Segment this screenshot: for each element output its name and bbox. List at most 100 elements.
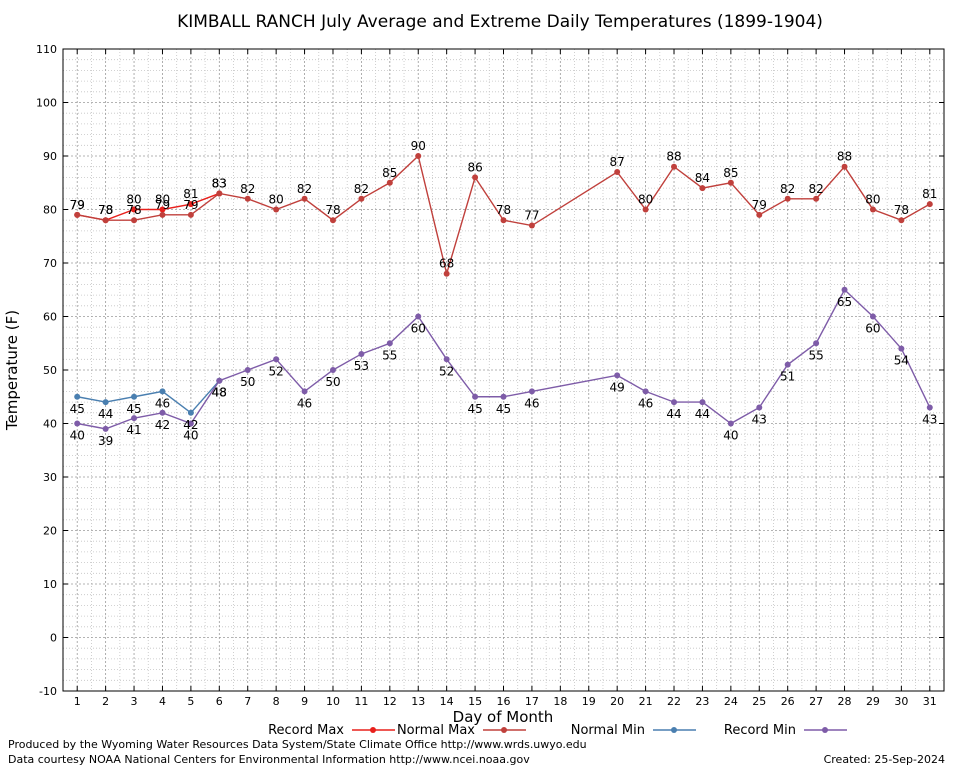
x-tick-label: 25 [752, 695, 766, 708]
data-point [74, 211, 81, 218]
data-label: 90 [411, 139, 426, 153]
data-point [614, 169, 621, 176]
data-point [187, 211, 194, 218]
y-tick-label: 80 [43, 204, 57, 217]
data-label: 79 [155, 198, 170, 212]
footer-produced-by: Produced by the Wyoming Water Resources … [8, 738, 587, 751]
y-tick-label: 10 [43, 578, 57, 591]
data-label: 78 [98, 203, 113, 217]
data-point [358, 350, 365, 357]
data-label: 82 [297, 182, 312, 196]
data-label: 40 [70, 429, 85, 443]
data-label: 53 [354, 359, 369, 373]
data-label: 65 [837, 295, 852, 309]
data-label: 80 [126, 193, 141, 207]
data-label: 52 [439, 364, 454, 378]
data-label: 40 [183, 429, 198, 443]
data-label: 88 [666, 150, 681, 164]
x-tick-label: 22 [667, 695, 681, 708]
data-point [74, 393, 81, 400]
data-point [926, 201, 933, 208]
data-label: 44 [98, 407, 113, 421]
data-label: 49 [610, 380, 625, 394]
x-tick-label: 6 [216, 695, 223, 708]
data-point [131, 415, 138, 422]
data-point [841, 286, 848, 293]
x-tick-label: 13 [411, 695, 425, 708]
data-point [699, 185, 706, 192]
x-tick-label: 26 [781, 695, 795, 708]
data-point [500, 393, 507, 400]
data-point [727, 179, 734, 186]
data-point [898, 217, 905, 224]
data-point [159, 206, 166, 213]
data-label: 46 [155, 396, 170, 410]
data-point [386, 179, 393, 186]
data-label: 54 [894, 354, 909, 368]
legend-label: Record Min [724, 723, 796, 738]
data-point [699, 399, 706, 406]
y-tick-label: 60 [43, 311, 57, 324]
data-point [472, 174, 479, 181]
legend-marker [671, 727, 677, 733]
data-point [187, 420, 194, 427]
y-tick-label: 70 [43, 257, 57, 270]
y-tick-label: 30 [43, 471, 57, 484]
x-tick-label: 1 [74, 695, 81, 708]
data-label: 43 [922, 412, 937, 426]
data-label: 44 [666, 407, 681, 421]
data-label: 84 [695, 171, 710, 185]
data-point [386, 340, 393, 347]
x-tick-label: 3 [131, 695, 138, 708]
data-point [244, 195, 251, 202]
data-label: 82 [240, 182, 255, 196]
data-label: 78 [98, 203, 113, 217]
x-tick-label: 10 [326, 695, 340, 708]
data-point [329, 217, 336, 224]
data-label: 45 [496, 402, 511, 416]
data-point [131, 393, 138, 400]
data-point [358, 195, 365, 202]
data-label: 80 [155, 193, 170, 207]
data-label: 55 [808, 348, 823, 362]
x-tick-label: 20 [610, 695, 624, 708]
data-label: 80 [269, 193, 284, 207]
series [74, 153, 933, 432]
grid [63, 48, 944, 692]
data-label: 51 [780, 370, 795, 384]
x-tick-label: 23 [695, 695, 709, 708]
data-label: 43 [752, 412, 767, 426]
data-label: 83 [212, 176, 227, 190]
data-label: 46 [524, 396, 539, 410]
data-label: 83 [212, 176, 227, 190]
y-tick-label: 110 [36, 43, 57, 56]
data-point [528, 222, 535, 229]
data-point [102, 217, 109, 224]
data-label: 77 [524, 209, 539, 223]
data-point [187, 409, 194, 416]
data-label: 60 [411, 322, 426, 336]
footer-data-courtesy: Data courtesy NOAA National Centers for … [8, 753, 530, 766]
x-tick-label: 27 [809, 695, 823, 708]
data-point [614, 372, 621, 379]
data-point [841, 163, 848, 170]
data-label: 42 [183, 418, 198, 432]
data-label: 78 [126, 203, 141, 217]
y-tick-label: 0 [50, 632, 57, 645]
data-point [301, 388, 308, 395]
data-label: 50 [240, 375, 255, 389]
data-label: 79 [70, 198, 85, 212]
data-label: 78 [325, 203, 340, 217]
data-point [898, 345, 905, 352]
data-point [443, 356, 450, 363]
x-axis-label: Day of Month [453, 708, 554, 726]
data-point [784, 361, 791, 368]
data-label: 48 [212, 386, 227, 400]
data-label: 82 [354, 182, 369, 196]
footer-created: Created: 25-Sep-2024 [823, 753, 945, 766]
x-tick-label: 30 [894, 695, 908, 708]
data-label: 46 [297, 396, 312, 410]
data-label: 78 [496, 203, 511, 217]
